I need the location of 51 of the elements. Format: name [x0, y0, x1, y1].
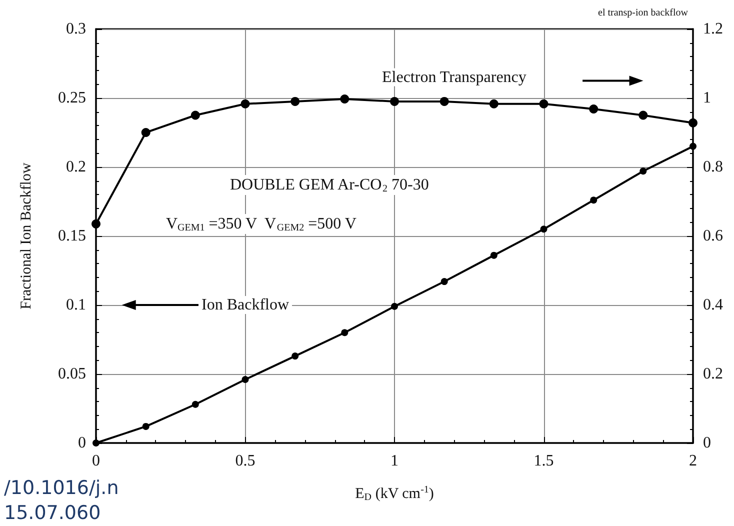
- y-tick-label: 0.1: [66, 296, 86, 314]
- point: [290, 96, 300, 106]
- point: [440, 278, 448, 286]
- point: [240, 99, 250, 108]
- y2-tick-label: 0.2: [703, 366, 723, 382]
- point: [589, 104, 598, 114]
- point: [539, 99, 548, 108]
- point: [489, 99, 498, 108]
- x-tick-label: 1.5: [534, 452, 554, 470]
- point: [190, 110, 200, 120]
- point: [640, 168, 647, 175]
- text: el transp-ion backflow: [598, 8, 689, 18]
- point: [142, 422, 150, 430]
- y2-tick-label: 1.2: [703, 20, 723, 38]
- point: [141, 128, 150, 137]
- y-tick-label: 0: [78, 434, 86, 452]
- point: [292, 352, 299, 360]
- y2-tick-label: 1: [703, 90, 711, 106]
- point: [391, 302, 398, 310]
- x-tick-label: 0: [92, 452, 100, 470]
- point: [341, 329, 348, 336]
- text: 15.07.060: [4, 502, 101, 524]
- y2-tick-label: 0.4: [703, 296, 723, 314]
- y-tick-label: 0.2: [66, 158, 86, 176]
- point: [490, 252, 498, 259]
- point: [92, 440, 100, 446]
- point: [688, 118, 698, 128]
- point: [540, 226, 548, 233]
- point: [92, 219, 100, 228]
- point: [590, 196, 598, 204]
- y2-tick-label: 0.8: [703, 158, 723, 176]
- point: [192, 400, 199, 408]
- x-tick-label: 0.5: [235, 452, 256, 470]
- x-tick-label: 2: [689, 452, 697, 470]
- y2-tick-label: 0.6: [703, 228, 723, 244]
- text: /10.1016/j.n: [4, 477, 119, 499]
- point: [340, 94, 350, 104]
- series-label: Electron Transparency: [382, 68, 526, 86]
- point: [242, 376, 249, 384]
- y-tick-label: 0.05: [58, 366, 86, 382]
- y2-tick-label: 0: [703, 434, 711, 452]
- point: [638, 110, 648, 120]
- y-tick-label: 0.25: [58, 90, 86, 106]
- x-tick-label: 1: [390, 452, 398, 470]
- point: [390, 96, 399, 106]
- y-tick-label: 0.15: [58, 228, 86, 244]
- point: [690, 142, 696, 150]
- point: [440, 96, 449, 106]
- text: Ion Backflow: [201, 296, 290, 314]
- y-axis-title: Fractional Ion Backflow: [18, 162, 34, 310]
- y-tick-label: 0.3: [66, 20, 86, 38]
